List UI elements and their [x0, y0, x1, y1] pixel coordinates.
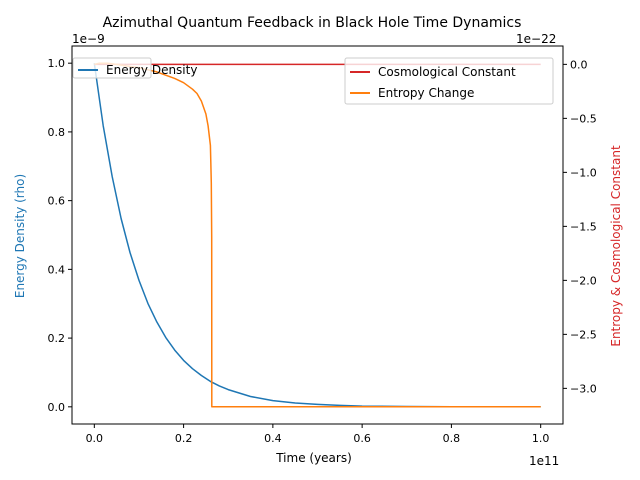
y-left-tick-label: 0.4 [48, 263, 66, 276]
y-right-tick-label: −0.5 [570, 112, 597, 125]
x-tick-label: 0.6 [353, 432, 371, 445]
x-tick-label: 1.0 [532, 432, 550, 445]
chart-title: Azimuthal Quantum Feedback in Black Hole… [103, 15, 522, 31]
legend-label-cosmological-constant: Cosmological Constant [378, 65, 516, 79]
legend-label-energy-density: Energy Density [106, 63, 197, 77]
y-right-tick-label: −1.5 [570, 220, 597, 233]
y-right-offset-label: 1e−22 [516, 32, 556, 46]
y-right-tick-label: −2.5 [570, 328, 597, 341]
y-left-offset-label: 1e−9 [72, 32, 105, 46]
legend-left: Energy Density [72, 57, 197, 79]
x-tick-label: 0.0 [86, 432, 104, 445]
legend-right: Cosmological Constant Entropy Change [344, 57, 554, 105]
y-right-tick-label: −3.0 [570, 382, 597, 395]
plot-frame [71, 45, 564, 425]
x-tick-label: 0.2 [175, 432, 193, 445]
y-right-axis-label: Entropy & Cosmological Constant [609, 145, 623, 347]
axes-layer: 0.0 0.2 0.4 0.6 0.8 1.0 0.0 0.2 0.4 0.6 0.8 1.0 0.0 −… [48, 57, 597, 445]
x-axis-label: Time (years) [275, 451, 352, 465]
legend-label-entropy-change: Entropy Change [378, 86, 474, 100]
x-offset-label: 1e11 [529, 454, 559, 468]
y-right-tick-label: −1.0 [570, 166, 597, 179]
legend-right-box [344, 57, 554, 105]
y-left-tick-label: 1.0 [48, 57, 66, 70]
y-left-tick-label: 0.6 [48, 195, 66, 208]
x-tick-label: 0.4 [264, 432, 282, 445]
y-left-axis-label: Energy Density (rho) [13, 174, 27, 298]
legend-left-box [72, 57, 152, 79]
y-left-tick-label: 0.8 [48, 126, 66, 139]
y-left-tick-label: 0.2 [48, 332, 66, 345]
x-tick-label: 0.8 [443, 432, 461, 445]
y-left-tick-label: 0.0 [48, 401, 66, 414]
y-right-tick-label: −2.0 [570, 274, 597, 287]
y-right-tick-label: 0.0 [570, 58, 588, 71]
